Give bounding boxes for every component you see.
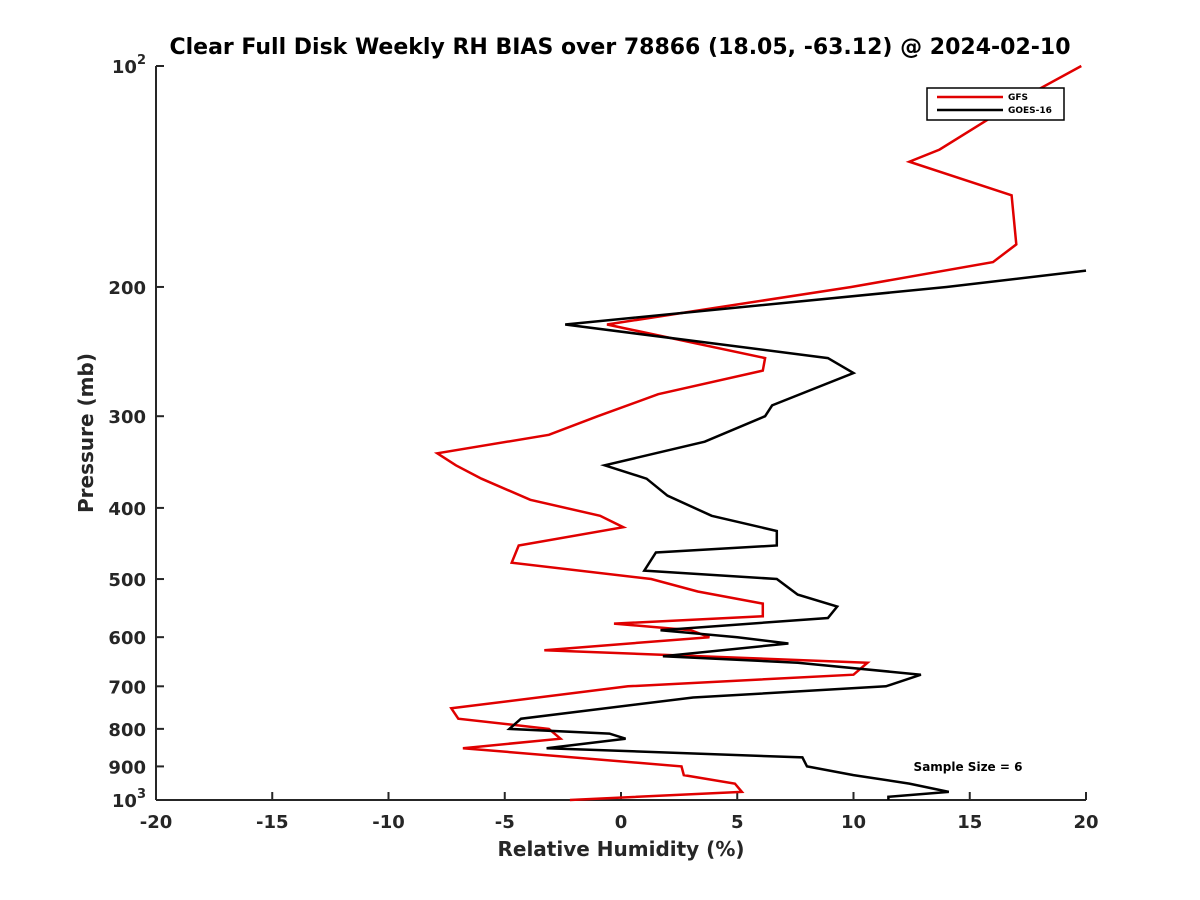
- y-axis-label: Pressure (mb): [74, 353, 98, 513]
- axis-ticks: -20 -15 -10 -5 0 5 10 15 20 102 200 300 400 500 600 700…: [108, 53, 1098, 833]
- y-tick-label: 500: [108, 570, 146, 591]
- y-tick-label: 400: [108, 499, 146, 520]
- legend: GFS GOES-16: [926, 87, 1065, 121]
- x-tick-label: -10: [372, 812, 405, 833]
- x-tick-label: -20: [140, 812, 173, 833]
- y-tick-label: 700: [108, 677, 146, 698]
- legend-label-goes16: GOES-16: [1008, 106, 1052, 116]
- y-tick-label: 102: [112, 53, 146, 78]
- x-tick-label: 20: [1073, 812, 1098, 833]
- y-tick-label: 300: [108, 407, 146, 428]
- x-tick-label: -15: [256, 812, 289, 833]
- y-tick-label: 103: [112, 787, 146, 812]
- chart-title: Clear Full Disk Weekly RH BIAS over 7886…: [169, 35, 1070, 60]
- x-tick-label: 15: [957, 812, 982, 833]
- y-tick-label: 600: [108, 628, 146, 649]
- x-tick-label: -5: [495, 812, 515, 833]
- sample-size-annotation: Sample Size = 6: [914, 760, 1023, 774]
- x-tick-label: 10: [841, 812, 866, 833]
- x-tick-label: 5: [731, 812, 744, 833]
- series-line-gfs: [433, 64, 1082, 802]
- x-tick-label: 0: [615, 812, 628, 833]
- legend-box: [926, 87, 1065, 121]
- series-lines: [433, 64, 1087, 802]
- y-tick-label: 800: [108, 720, 146, 741]
- legend-label-gfs: GFS: [1008, 93, 1028, 103]
- x-axis-label: Relative Humidity (%): [497, 837, 744, 861]
- plot-area: -20 -15 -10 -5 0 5 10 15 20 102 200 300 400 500 600 700…: [108, 53, 1098, 833]
- series-line-goes16: [506, 269, 1087, 800]
- y-tick-label: 200: [108, 278, 146, 299]
- y-tick-label: 900: [108, 757, 146, 778]
